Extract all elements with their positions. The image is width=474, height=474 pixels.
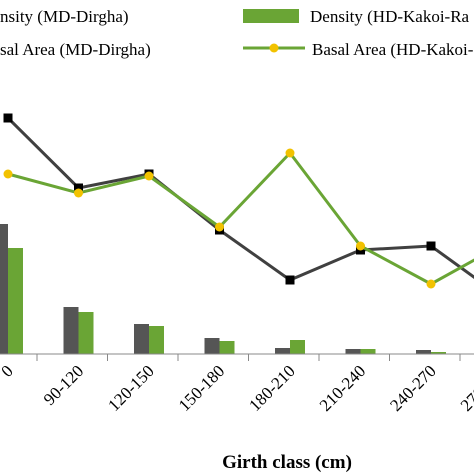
x-tick-label-0: 0 xyxy=(0,361,17,380)
x-axis-ticks: 0 90-120 120-150 150-180 180-210 210-240 240-2… xyxy=(0,354,474,415)
bar-series2-60-90 xyxy=(8,248,23,354)
point-series1-60-90 xyxy=(3,113,13,123)
bar-series1-60-90 xyxy=(0,224,8,354)
point-series2-210-240 xyxy=(356,241,365,251)
legend-label-density-md: nsity (MD-Dirgha) xyxy=(0,7,129,26)
bar-series1-180-210 xyxy=(275,348,290,354)
x-tick-label-5: 210-240 xyxy=(316,361,370,415)
point-series2-240-270 xyxy=(426,279,436,289)
legend-label-basal-hd: Basal Area (HD-Kakoi- xyxy=(312,40,474,59)
bar-series2-240-270 xyxy=(431,352,446,354)
bar-series2-90-120 xyxy=(78,312,94,354)
legend-label-basal-md: sal Area (MD-Dirgha) xyxy=(0,40,151,59)
bar-series1-120-150 xyxy=(134,324,149,354)
point-series1-90-120 xyxy=(74,183,83,193)
legend: nsity (MD-Dirgha) Density (HD-Kakoi-Ra s… xyxy=(0,7,474,59)
x-tick-label-2: 120-150 xyxy=(104,361,158,415)
x-tick-label-6: 240-270 xyxy=(386,361,440,415)
bar-series2-210-240 xyxy=(360,349,376,354)
point-series1-180-210 xyxy=(285,275,295,285)
point-series2-60-90 xyxy=(3,169,13,179)
bar-series2-180-210 xyxy=(290,340,305,354)
bar-series2-120-150 xyxy=(149,326,164,354)
x-tick-label-1: 90-120 xyxy=(40,361,87,408)
point-series2-150-180 xyxy=(215,222,224,232)
point-series2-90-120 xyxy=(74,188,83,198)
x-tick-label-4: 180-210 xyxy=(245,361,299,415)
bar-series2-150-180 xyxy=(219,341,235,354)
bar-series1-150-180 xyxy=(204,338,220,354)
x-tick-label-7: 270-300 xyxy=(457,361,474,415)
bar-layer xyxy=(0,224,446,354)
bar-series1-240-270 xyxy=(416,350,431,354)
point-series1-240-270 xyxy=(426,241,436,251)
legend-marker-basal-hd xyxy=(269,43,279,53)
legend-label-density-hd: Density (HD-Kakoi-Ra xyxy=(310,7,470,26)
bar-series1-210-240 xyxy=(345,349,361,354)
bar-series1-90-120 xyxy=(63,307,79,354)
x-axis-title: Girth class (cm) xyxy=(222,452,352,473)
point-series2-120-150 xyxy=(144,171,154,181)
point-series2-180-210 xyxy=(285,148,295,158)
x-tick-label-3: 150-180 xyxy=(175,361,229,415)
line-series2 xyxy=(7,150,474,286)
legend-swatch-density-hd xyxy=(243,9,299,23)
line-layer xyxy=(3,113,474,289)
